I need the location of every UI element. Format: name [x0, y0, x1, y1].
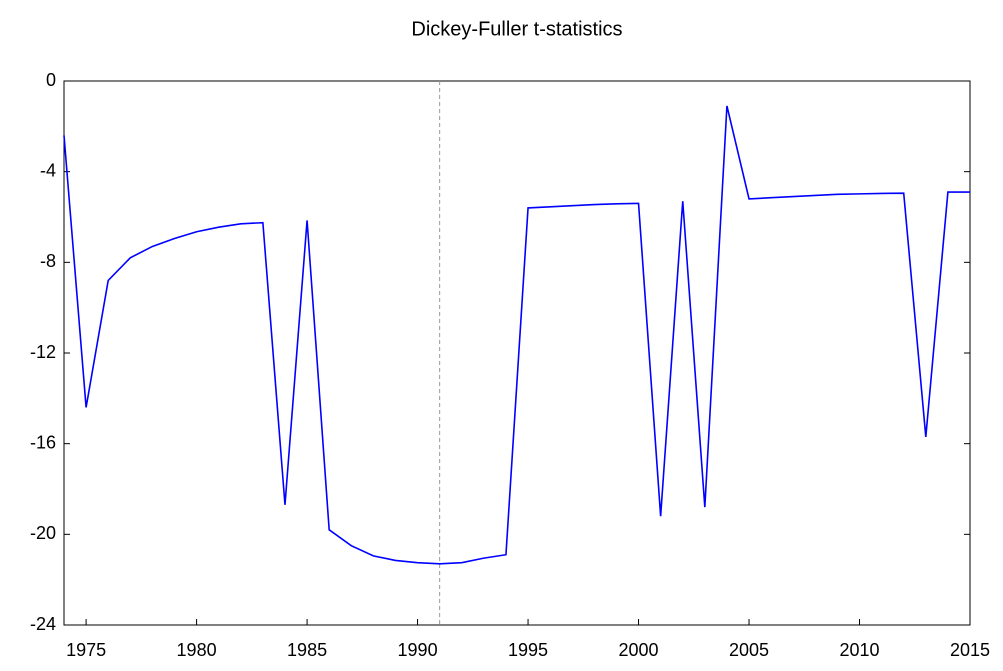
y-tick-label: -20 [30, 523, 56, 543]
x-tick-label: 1985 [287, 640, 327, 660]
plot-frame [63, 80, 971, 626]
y-tick-label: 0 [46, 70, 56, 90]
y-tick-label: -8 [40, 251, 56, 271]
x-tick-label: 1990 [398, 640, 438, 660]
x-tick-label: 2010 [839, 640, 879, 660]
x-tick-label: 1995 [508, 640, 548, 660]
y-tick-label: -12 [30, 342, 56, 362]
y-tick-label: -16 [30, 432, 56, 452]
y-tick-label: -4 [40, 160, 56, 180]
y-tick-label: -24 [30, 614, 56, 634]
x-tick-label: 2015 [950, 640, 990, 660]
x-tick-label: 2000 [619, 640, 659, 660]
data-line [63, 105, 970, 565]
x-tick-label: 1975 [66, 640, 106, 660]
x-tick-label: 2005 [729, 640, 769, 660]
chart-title: Dickey-Fuller t-statistics [411, 18, 622, 40]
x-tick-label: 1980 [177, 640, 217, 660]
